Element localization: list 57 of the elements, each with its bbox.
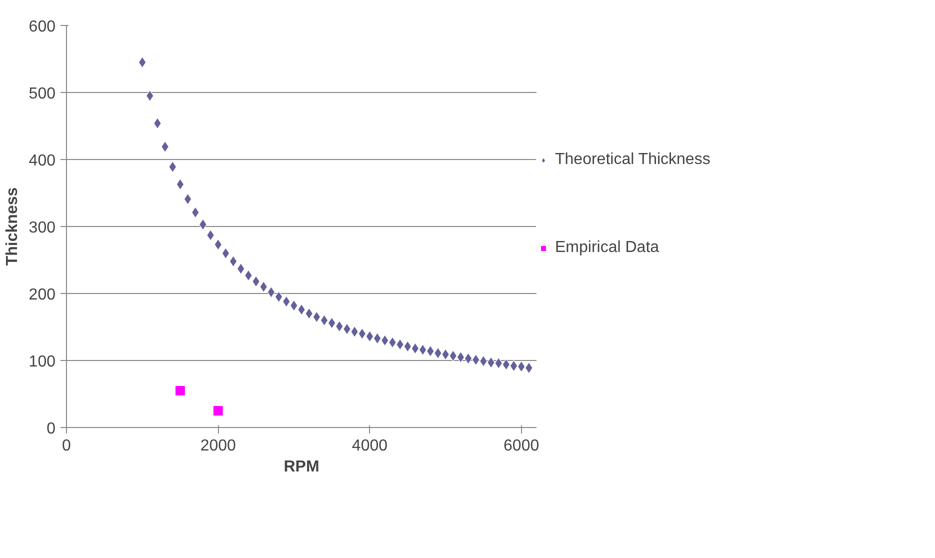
point <box>290 300 298 312</box>
point <box>479 355 488 367</box>
point <box>449 350 458 362</box>
point <box>396 338 404 350</box>
y-tick-label: 0 <box>46 420 56 438</box>
point <box>168 161 177 173</box>
point <box>229 256 238 268</box>
y-tick-label: 100 <box>28 354 56 370</box>
y-axis-title: Thickness <box>4 187 21 266</box>
y-tick-label: 200 <box>28 286 56 304</box>
point <box>464 352 472 364</box>
point <box>222 248 230 260</box>
point <box>411 342 420 354</box>
point <box>524 362 533 374</box>
point <box>358 328 366 340</box>
point <box>502 358 510 370</box>
point <box>146 90 154 102</box>
point <box>312 311 321 323</box>
y-tick-label: 300 <box>28 220 56 236</box>
point <box>174 385 186 396</box>
legend-label: Theoretical Thickness <box>555 151 710 169</box>
point <box>456 351 465 363</box>
point <box>472 354 480 366</box>
point <box>510 360 518 372</box>
point <box>184 193 192 205</box>
point <box>380 334 389 346</box>
point <box>198 218 207 230</box>
y-tick-label: 400 <box>28 152 56 170</box>
point <box>214 238 222 250</box>
point <box>305 308 314 320</box>
x-tick-label: 2000 <box>200 438 236 454</box>
y-tick-label: 600 <box>28 18 56 36</box>
point <box>366 330 374 342</box>
point <box>426 345 434 357</box>
legend-label: Empirical Data <box>555 239 660 257</box>
point <box>320 314 328 326</box>
point <box>494 357 503 369</box>
point <box>191 206 200 218</box>
x-tick-label: 0 <box>62 438 72 454</box>
point <box>517 360 526 372</box>
point <box>328 317 336 329</box>
x-tick-label: 4000 <box>352 438 388 454</box>
y-tick-label: 500 <box>28 86 56 102</box>
point <box>212 405 224 416</box>
x-axis-title: RPM <box>284 458 320 476</box>
point <box>244 270 252 282</box>
point <box>434 347 442 359</box>
point <box>373 332 382 344</box>
point <box>138 56 146 68</box>
point <box>260 281 268 293</box>
point <box>282 296 290 308</box>
point <box>350 326 359 338</box>
point <box>267 286 276 298</box>
point <box>404 340 412 352</box>
x-tick-label: 6000 <box>504 438 540 454</box>
point <box>274 291 283 303</box>
point <box>335 320 344 332</box>
